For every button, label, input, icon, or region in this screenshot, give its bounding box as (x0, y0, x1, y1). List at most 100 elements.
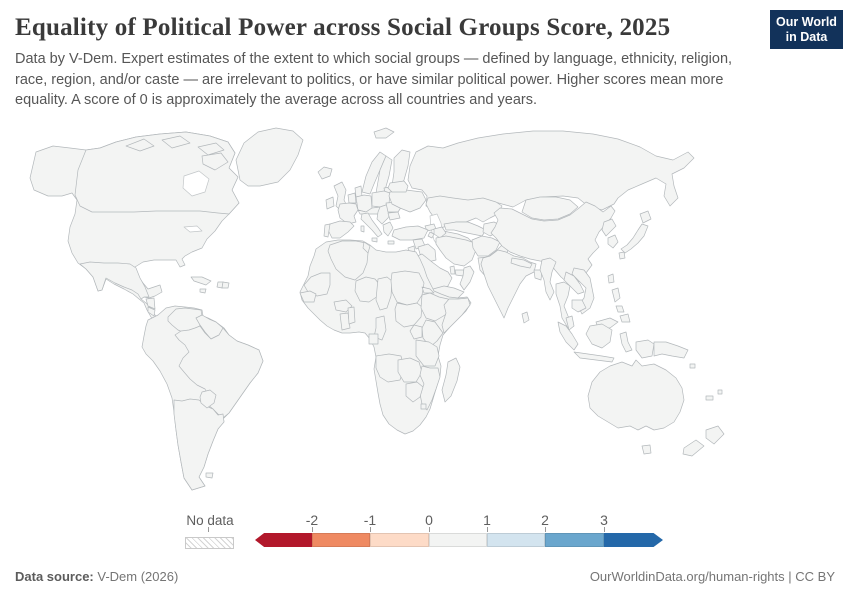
country-afghanistan[interactable] (471, 235, 501, 257)
country-tanzania[interactable] (415, 339, 440, 367)
owid-logo[interactable]: Our World in Data (770, 10, 843, 49)
country-greenland[interactable] (235, 127, 304, 187)
country-indonesia-sulawesi[interactable] (619, 331, 633, 353)
country-dominican-republic[interactable] (221, 281, 230, 289)
country-canada-arctic-2[interactable] (161, 135, 191, 149)
country-senegal[interactable] (299, 290, 317, 303)
country-india[interactable] (480, 249, 537, 319)
country-cuba[interactable] (190, 276, 212, 286)
country-philippines-mindanao[interactable] (619, 313, 631, 323)
country-italy-sicily[interactable] (371, 237, 378, 243)
country-greece[interactable] (382, 221, 394, 237)
country-fiji[interactable] (717, 389, 723, 395)
country-mexico[interactable] (79, 261, 150, 300)
country-armenia[interactable] (427, 231, 435, 239)
country-denmark[interactable] (354, 185, 363, 198)
country-cambodia[interactable] (571, 299, 587, 313)
country-jamaica[interactable] (199, 288, 207, 294)
country-bulgaria[interactable] (387, 211, 401, 221)
country-gabon[interactable] (368, 333, 379, 345)
country-finland[interactable] (391, 149, 411, 191)
country-new-caledonia[interactable] (705, 395, 714, 401)
legend-bin-below-neg2[interactable] (255, 533, 312, 547)
country-new-zealand-south[interactable] (682, 439, 705, 457)
country-portugal[interactable] (323, 223, 331, 238)
country-ghana[interactable] (339, 312, 351, 331)
country-malawi-mozambique[interactable] (419, 365, 441, 411)
country-indonesia-sumatra[interactable] (557, 321, 579, 351)
country-italy[interactable] (360, 212, 383, 238)
country-south-sudan[interactable] (394, 302, 423, 328)
country-costa-rica[interactable] (147, 306, 156, 317)
country-canada-arctic-3[interactable] (197, 142, 225, 156)
no-data-swatch[interactable] (185, 537, 234, 549)
country-iran[interactable] (435, 235, 477, 267)
country-indonesia-kalimantan[interactable] (585, 323, 613, 349)
country-ukraine[interactable] (388, 189, 427, 213)
country-angola[interactable] (375, 353, 405, 383)
country-myanmar[interactable] (539, 257, 557, 301)
country-philippines-visayas[interactable] (615, 305, 625, 313)
country-ireland[interactable] (325, 196, 335, 210)
country-netherlands-belgium[interactable] (347, 192, 357, 204)
country-canada-baffin[interactable] (201, 152, 229, 171)
country-north-korea[interactable] (601, 218, 617, 237)
country-france[interactable] (337, 202, 359, 225)
country-tunisia[interactable] (362, 241, 371, 254)
country-australia-tasmania[interactable] (641, 444, 652, 455)
country-nepal[interactable] (510, 257, 533, 269)
legend-bin-neg1-0[interactable] (370, 533, 429, 547)
country-nicaragua[interactable] (145, 297, 156, 310)
legend-bin-2-3[interactable] (545, 533, 604, 547)
country-falkland-islands[interactable] (205, 472, 214, 479)
country-madagascar[interactable] (441, 357, 461, 403)
country-australia[interactable] (587, 359, 685, 431)
country-benin[interactable] (347, 306, 356, 325)
country-philippines-luzon[interactable] (611, 287, 621, 303)
country-eritrea[interactable] (421, 286, 435, 294)
country-sudan[interactable] (390, 270, 425, 306)
country-qatar[interactable] (449, 265, 456, 275)
country-japan-hokkaido[interactable] (639, 210, 652, 224)
country-spain[interactable] (327, 220, 355, 239)
country-oman[interactable] (459, 265, 475, 291)
country-indonesia-papua[interactable] (635, 339, 655, 359)
owid-url-link[interactable]: OurWorldinData.org/human-rights (589, 569, 785, 584)
country-japan-honshu[interactable] (620, 223, 649, 254)
country-greece-crete[interactable] (387, 240, 395, 245)
country-africa-landmass[interactable] (299, 239, 472, 435)
country-china[interactable] (490, 201, 616, 288)
country-taiwan[interactable] (607, 273, 615, 284)
country-zambia[interactable] (397, 357, 423, 383)
country-zimbabwe[interactable] (405, 381, 424, 403)
country-svalbard[interactable] (373, 127, 395, 139)
country-belarus[interactable] (387, 180, 409, 193)
country-paraguay[interactable] (199, 389, 217, 409)
country-new-zealand-north[interactable] (705, 425, 725, 445)
legend-bin-neg2-neg1[interactable] (312, 533, 370, 547)
country-iceland[interactable] (317, 166, 333, 180)
country-sri-lanka[interactable] (521, 311, 530, 324)
country-uganda[interactable] (409, 324, 423, 340)
country-iraq[interactable] (417, 243, 437, 263)
country-eswatini[interactable] (420, 403, 427, 410)
country-chad[interactable] (375, 276, 393, 311)
country-vietnam[interactable] (571, 267, 595, 315)
country-turkey[interactable] (391, 225, 429, 241)
country-canada-arctic-1[interactable] (125, 138, 155, 152)
country-mongolia[interactable] (521, 196, 579, 221)
country-solomon-islands[interactable] (689, 363, 696, 369)
country-uae[interactable] (454, 269, 465, 277)
country-algeria[interactable] (327, 240, 369, 281)
legend-bin-0-1[interactable] (429, 533, 487, 547)
country-azerbaijan[interactable] (433, 226, 447, 239)
country-japan-kyushu[interactable] (618, 251, 626, 260)
country-indonesia-java[interactable] (573, 351, 615, 363)
legend-bin-above-3[interactable] (604, 533, 663, 547)
country-malaysia-peninsula[interactable] (565, 315, 575, 331)
country-bangladesh[interactable] (533, 269, 543, 281)
country-somalia[interactable] (441, 297, 471, 334)
legend-bin-1-2[interactable] (487, 533, 545, 547)
country-south-korea[interactable] (607, 234, 619, 249)
country-italy-sardinia[interactable] (360, 225, 365, 233)
